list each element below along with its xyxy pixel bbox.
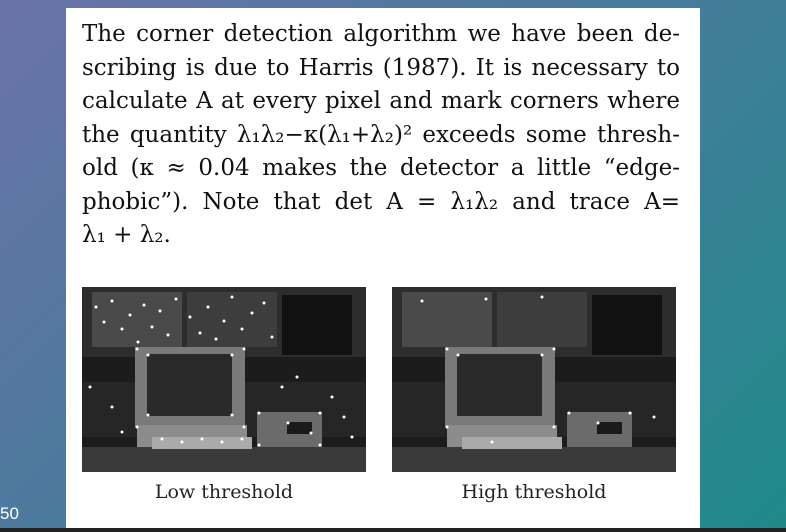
paragraph-line: old (κ ≈ 0.04 makes the detector a littl… xyxy=(82,155,680,181)
body-paragraph: The corner detection algorithm we have b… xyxy=(82,18,680,253)
figure-caption-high-threshold: High threshold xyxy=(461,481,607,503)
paragraph-line: λ₁ + λ₂. xyxy=(82,222,171,248)
figure-caption-low-threshold: Low threshold xyxy=(154,481,294,503)
slide-number: 50 xyxy=(0,504,19,523)
low-threshold-image xyxy=(82,287,366,472)
paragraph-line: The corner detection algorithm we have b… xyxy=(82,21,680,47)
paragraph-line: the quantity λ₁λ₂−κ(λ₁+λ₂)² exceeds some… xyxy=(82,121,680,148)
high-threshold-image xyxy=(392,287,676,472)
bottom-bar xyxy=(0,528,786,532)
computer-scene-image xyxy=(392,287,676,472)
paragraph-line: calculate A at every pixel and mark corn… xyxy=(82,88,680,114)
paragraph-line: phobic”). Note that det A = λ₁λ₂ and tra… xyxy=(82,188,680,215)
paragraph-line: scribing is due to Harris (1987). It is … xyxy=(82,54,680,81)
computer-scene-image xyxy=(82,287,366,472)
document-page: The corner detection algorithm we have b… xyxy=(66,8,700,528)
